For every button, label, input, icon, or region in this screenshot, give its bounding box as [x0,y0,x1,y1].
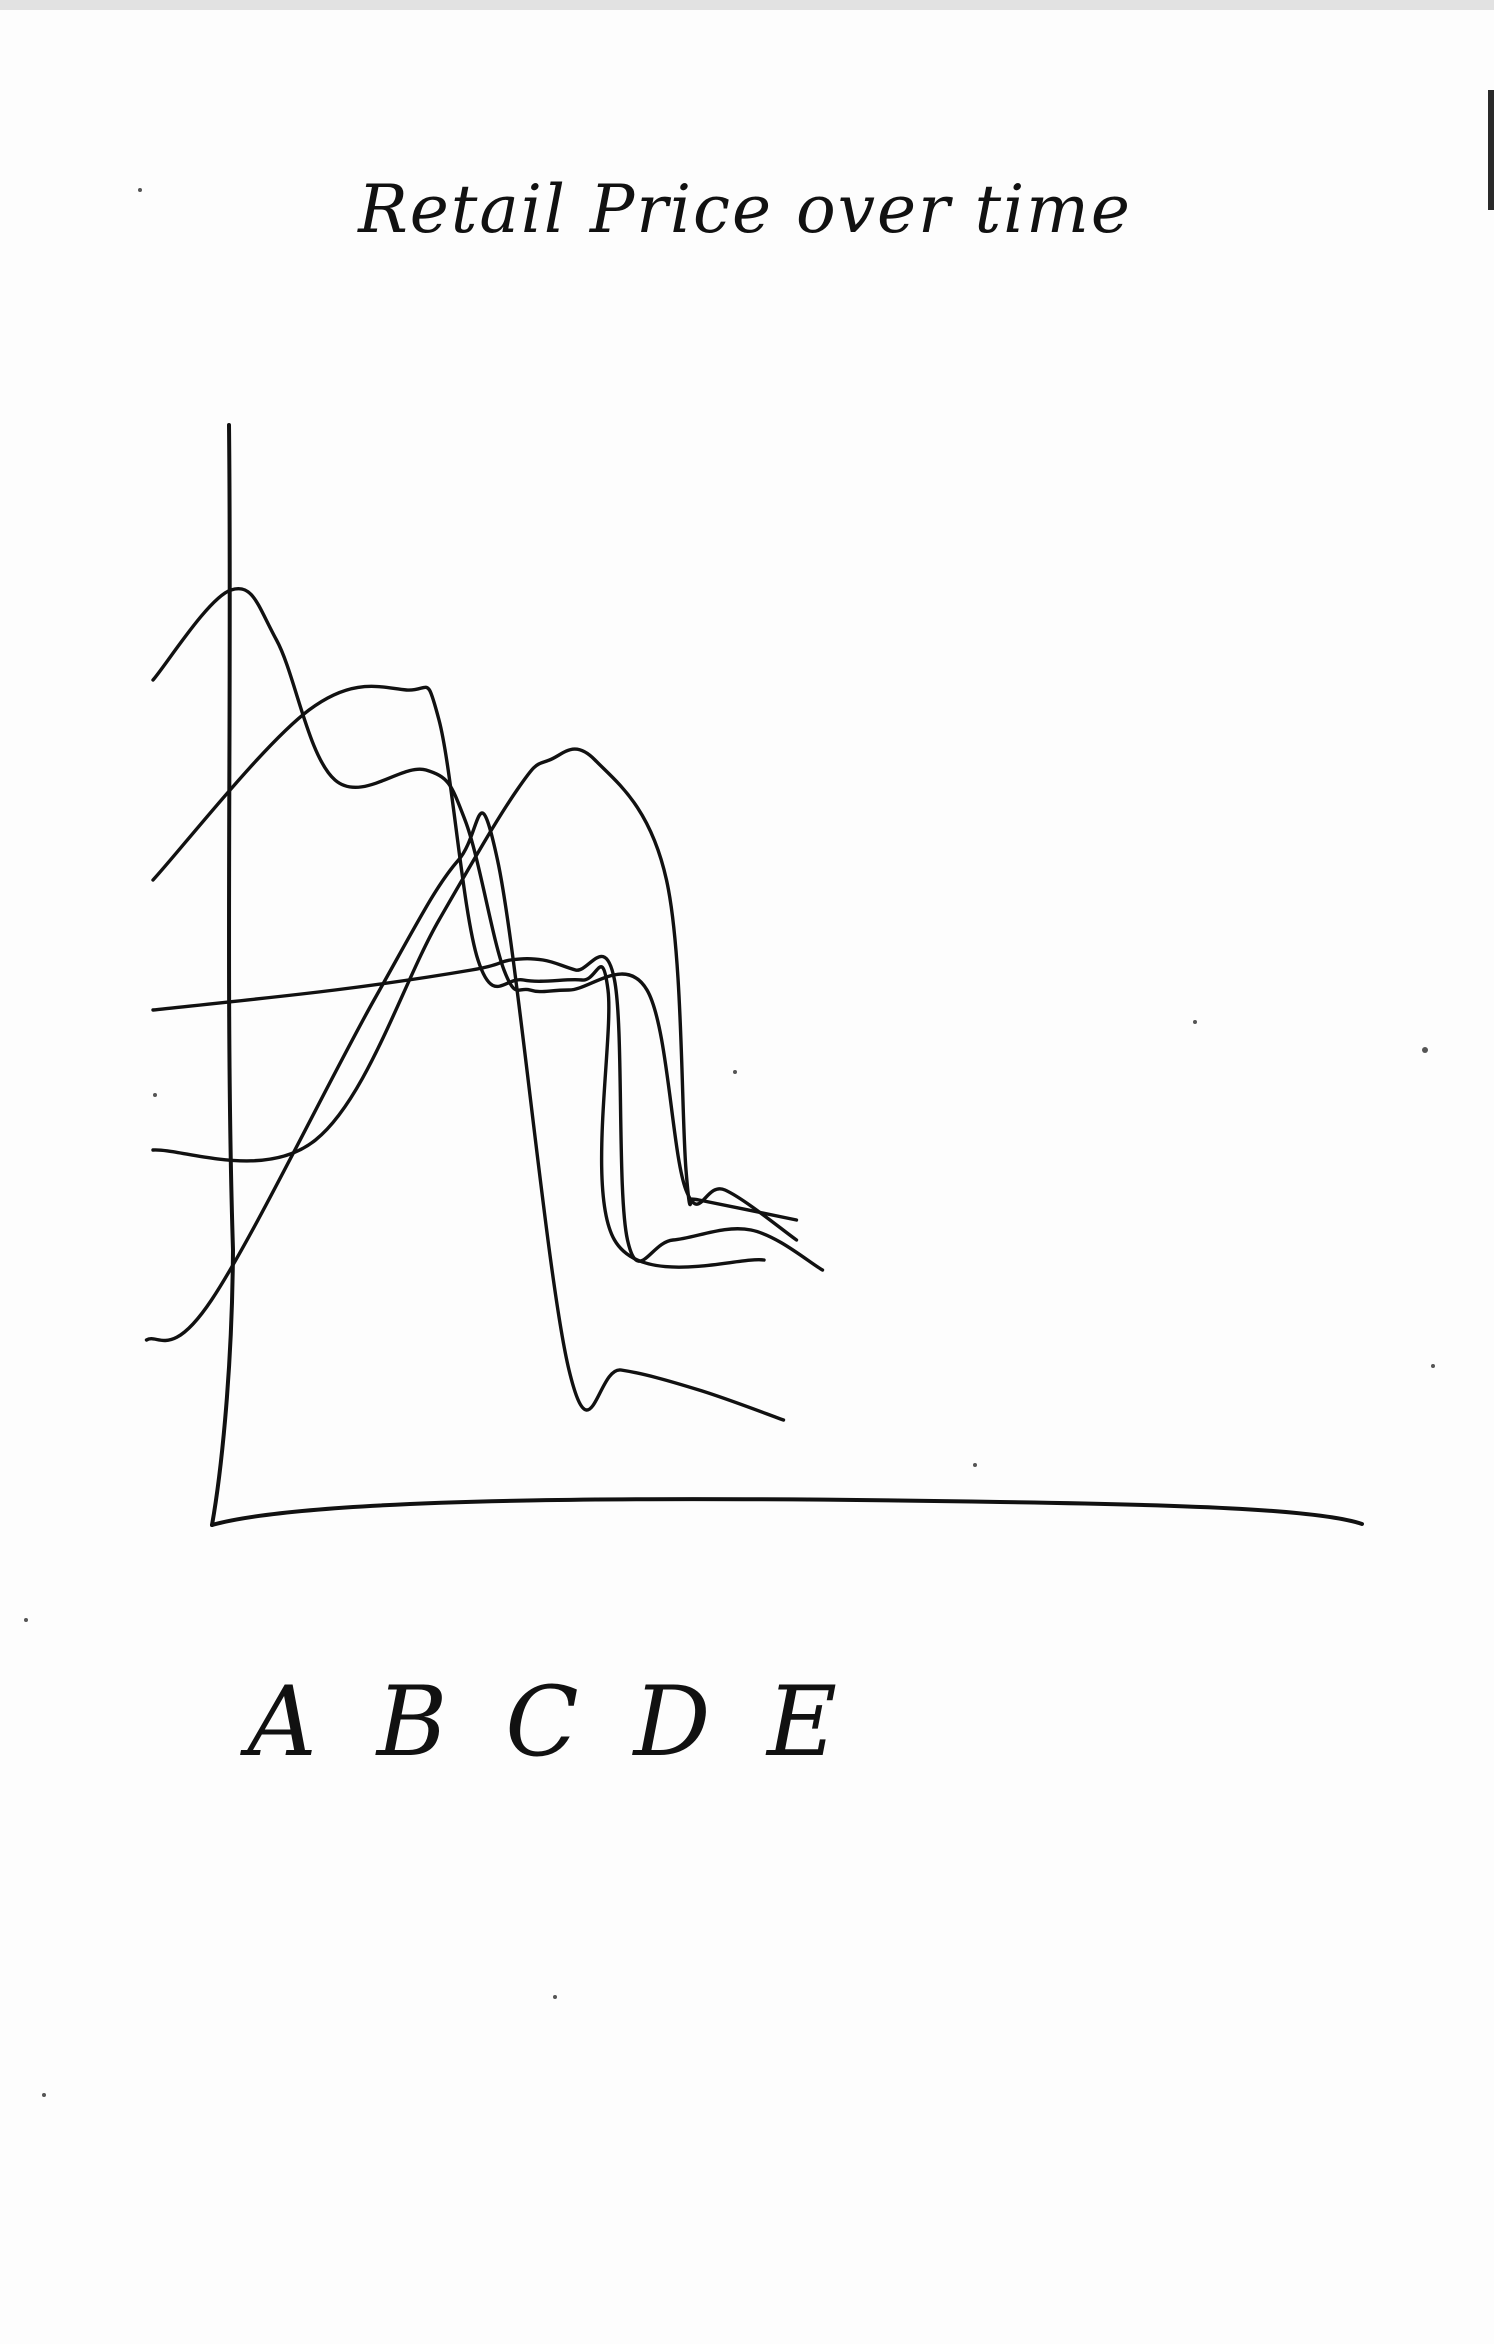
speck [1193,1020,1197,1024]
x-category-label: E [765,1666,837,1778]
speck [973,1463,977,1467]
series-line-5 [144,811,786,1422]
x-category-label: A [239,1666,316,1778]
y-axis [210,423,235,1527]
series-line-3 [151,954,825,1272]
x-axis [210,1497,1364,1527]
series-line-4 [151,747,799,1222]
paper-specks [24,188,1435,2097]
speck [1422,1047,1428,1053]
scan-edge-right [1488,90,1494,210]
speck [733,1070,737,1074]
chart-title: Retail Price over time [357,171,1132,248]
x-category-label: C [505,1666,578,1778]
scan-edge [0,0,1494,10]
speck [153,1093,157,1097]
speck [1431,1364,1435,1368]
speck [42,2093,46,2097]
x-category-label: B [375,1666,448,1778]
speck [553,1995,557,1999]
speck [138,188,142,192]
x-category-label: D [632,1666,711,1778]
speck [24,1618,28,1622]
series-layer [144,587,825,1422]
series-line-2 [151,684,766,1269]
series-line-1 [151,587,799,1242]
plot-area [144,423,1364,1527]
